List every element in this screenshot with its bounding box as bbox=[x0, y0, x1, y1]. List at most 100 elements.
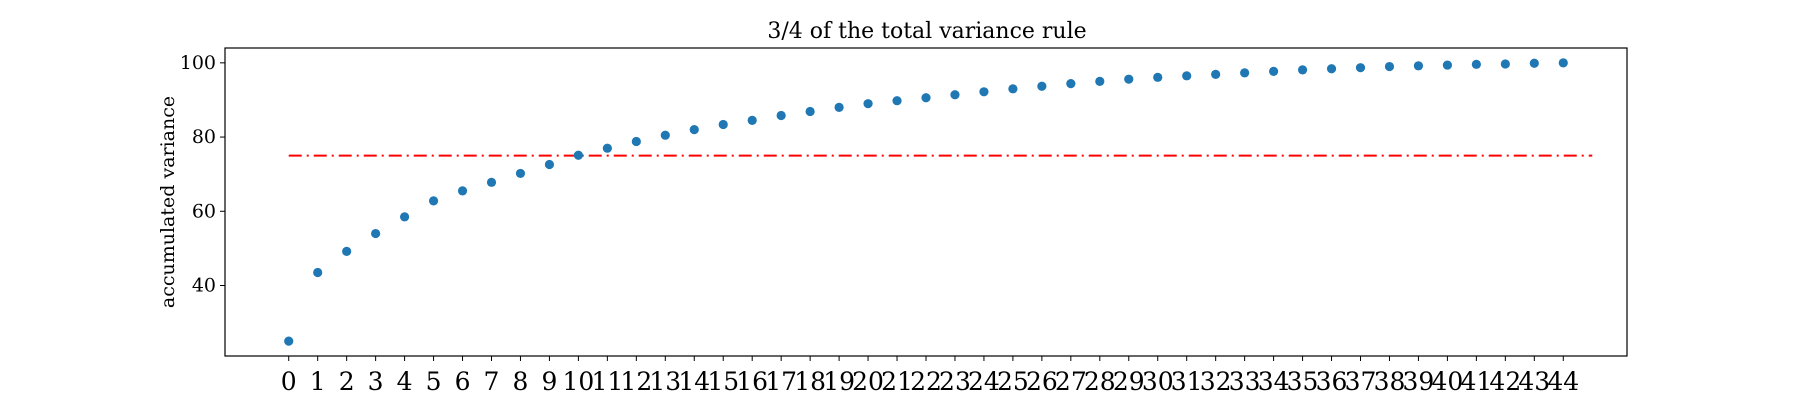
y-tick-label: 60 bbox=[192, 200, 216, 222]
x-tick-label: 17 bbox=[765, 367, 797, 396]
x-axis-ticks: 0 1 2 3 4 5 6 7 8 9 101112131415161718192021222324… bbox=[281, 356, 1579, 396]
data-point bbox=[805, 106, 815, 117]
data-point bbox=[1124, 74, 1134, 84]
x-tick-label: 42 bbox=[1489, 367, 1521, 396]
x-tick-label: 16 bbox=[736, 367, 768, 396]
data-point bbox=[689, 125, 699, 135]
data-point bbox=[284, 336, 294, 346]
data-point bbox=[979, 87, 989, 97]
data-point bbox=[1529, 58, 1539, 68]
y-tick-label: 100 bbox=[180, 52, 216, 74]
x-tick-label: 12 bbox=[620, 367, 652, 396]
x-tick-label: 21 bbox=[881, 367, 913, 396]
data-point bbox=[631, 136, 641, 147]
x-tick-label: 23 bbox=[939, 367, 971, 396]
data-point bbox=[313, 267, 323, 278]
data-points bbox=[284, 58, 1568, 346]
x-tick-label: 19 bbox=[823, 367, 855, 396]
data-point bbox=[515, 168, 526, 179]
x-tick-label: 28 bbox=[1084, 367, 1116, 396]
x-tick-label: 8 bbox=[513, 367, 529, 396]
data-point bbox=[1037, 81, 1047, 91]
x-tick-label: 43 bbox=[1518, 367, 1550, 396]
x-tick-label: 37 bbox=[1345, 367, 1377, 396]
data-point bbox=[1269, 66, 1279, 76]
data-point bbox=[1211, 69, 1221, 79]
data-point bbox=[660, 130, 670, 140]
data-point bbox=[602, 143, 612, 153]
data-point bbox=[1500, 59, 1510, 69]
data-point bbox=[371, 228, 381, 239]
x-tick-label: 31 bbox=[1171, 367, 1203, 396]
x-tick-label: 41 bbox=[1460, 367, 1492, 396]
data-point bbox=[1471, 59, 1481, 69]
data-point bbox=[921, 93, 931, 103]
x-tick-label: 30 bbox=[1142, 367, 1174, 396]
data-point bbox=[573, 150, 583, 160]
x-tick-label: 40 bbox=[1431, 367, 1463, 396]
x-tick-label: 29 bbox=[1113, 367, 1145, 396]
data-point bbox=[1095, 76, 1105, 86]
data-point bbox=[1240, 68, 1250, 78]
x-tick-label: 44 bbox=[1547, 367, 1579, 396]
data-point bbox=[399, 212, 410, 222]
x-tick-label: 39 bbox=[1403, 367, 1435, 396]
x-tick-label: 18 bbox=[794, 367, 826, 396]
y-tick-label: 80 bbox=[192, 126, 216, 148]
x-tick-label: 7 bbox=[484, 367, 500, 396]
x-tick-label: 5 bbox=[426, 367, 442, 396]
data-point bbox=[950, 90, 960, 100]
data-point bbox=[776, 110, 786, 121]
x-tick-label: 15 bbox=[707, 367, 739, 396]
data-point bbox=[1182, 71, 1192, 81]
data-point bbox=[428, 196, 439, 206]
x-tick-label: 35 bbox=[1287, 367, 1319, 396]
data-point bbox=[1413, 61, 1424, 71]
x-tick-label: 6 bbox=[455, 367, 471, 396]
data-point bbox=[486, 177, 497, 187]
x-tick-label: 0 bbox=[281, 367, 297, 396]
data-point bbox=[747, 115, 757, 125]
x-tick-label: 33 bbox=[1229, 367, 1261, 396]
x-tick-label: 26 bbox=[1026, 367, 1058, 396]
y-tick-label: 40 bbox=[192, 274, 216, 296]
data-point bbox=[544, 159, 555, 170]
x-tick-label: 11 bbox=[591, 367, 623, 396]
data-point bbox=[1326, 64, 1337, 74]
data-point bbox=[1442, 60, 1453, 70]
data-point bbox=[718, 119, 728, 130]
x-tick-label: 25 bbox=[997, 367, 1029, 396]
x-tick-label: 34 bbox=[1258, 367, 1290, 396]
data-point bbox=[342, 246, 352, 256]
data-point bbox=[1355, 63, 1366, 73]
x-tick-label: 24 bbox=[968, 367, 1000, 396]
x-tick-label: 27 bbox=[1055, 367, 1087, 396]
data-point bbox=[1297, 65, 1308, 75]
data-point bbox=[1384, 61, 1395, 72]
x-tick-label: 20 bbox=[852, 367, 884, 396]
data-point bbox=[1066, 79, 1076, 89]
y-axis-ticks: 40 60 80 100 bbox=[180, 52, 225, 296]
data-point bbox=[892, 96, 902, 106]
x-tick-label: 13 bbox=[649, 367, 681, 396]
x-tick-label: 9 bbox=[541, 367, 557, 396]
x-tick-label: 36 bbox=[1316, 367, 1348, 396]
data-point bbox=[1558, 58, 1568, 68]
x-tick-label: 22 bbox=[910, 367, 942, 396]
data-point bbox=[1153, 72, 1163, 82]
x-tick-label: 4 bbox=[397, 367, 413, 396]
x-tick-label: 14 bbox=[678, 367, 710, 396]
data-point bbox=[834, 102, 844, 112]
x-tick-label: 10 bbox=[562, 367, 594, 396]
x-tick-label: 38 bbox=[1374, 367, 1406, 396]
x-tick-label: 3 bbox=[368, 367, 384, 396]
data-point bbox=[1008, 84, 1018, 94]
x-tick-label: 32 bbox=[1200, 367, 1232, 396]
chart-title: 3/4 of the total variance rule bbox=[767, 19, 1086, 44]
data-point bbox=[863, 99, 873, 109]
x-tick-label: 1 bbox=[310, 367, 326, 396]
y-axis-label: accumulated variance bbox=[157, 96, 179, 308]
data-point bbox=[457, 186, 468, 196]
x-tick-label: 2 bbox=[339, 367, 355, 396]
